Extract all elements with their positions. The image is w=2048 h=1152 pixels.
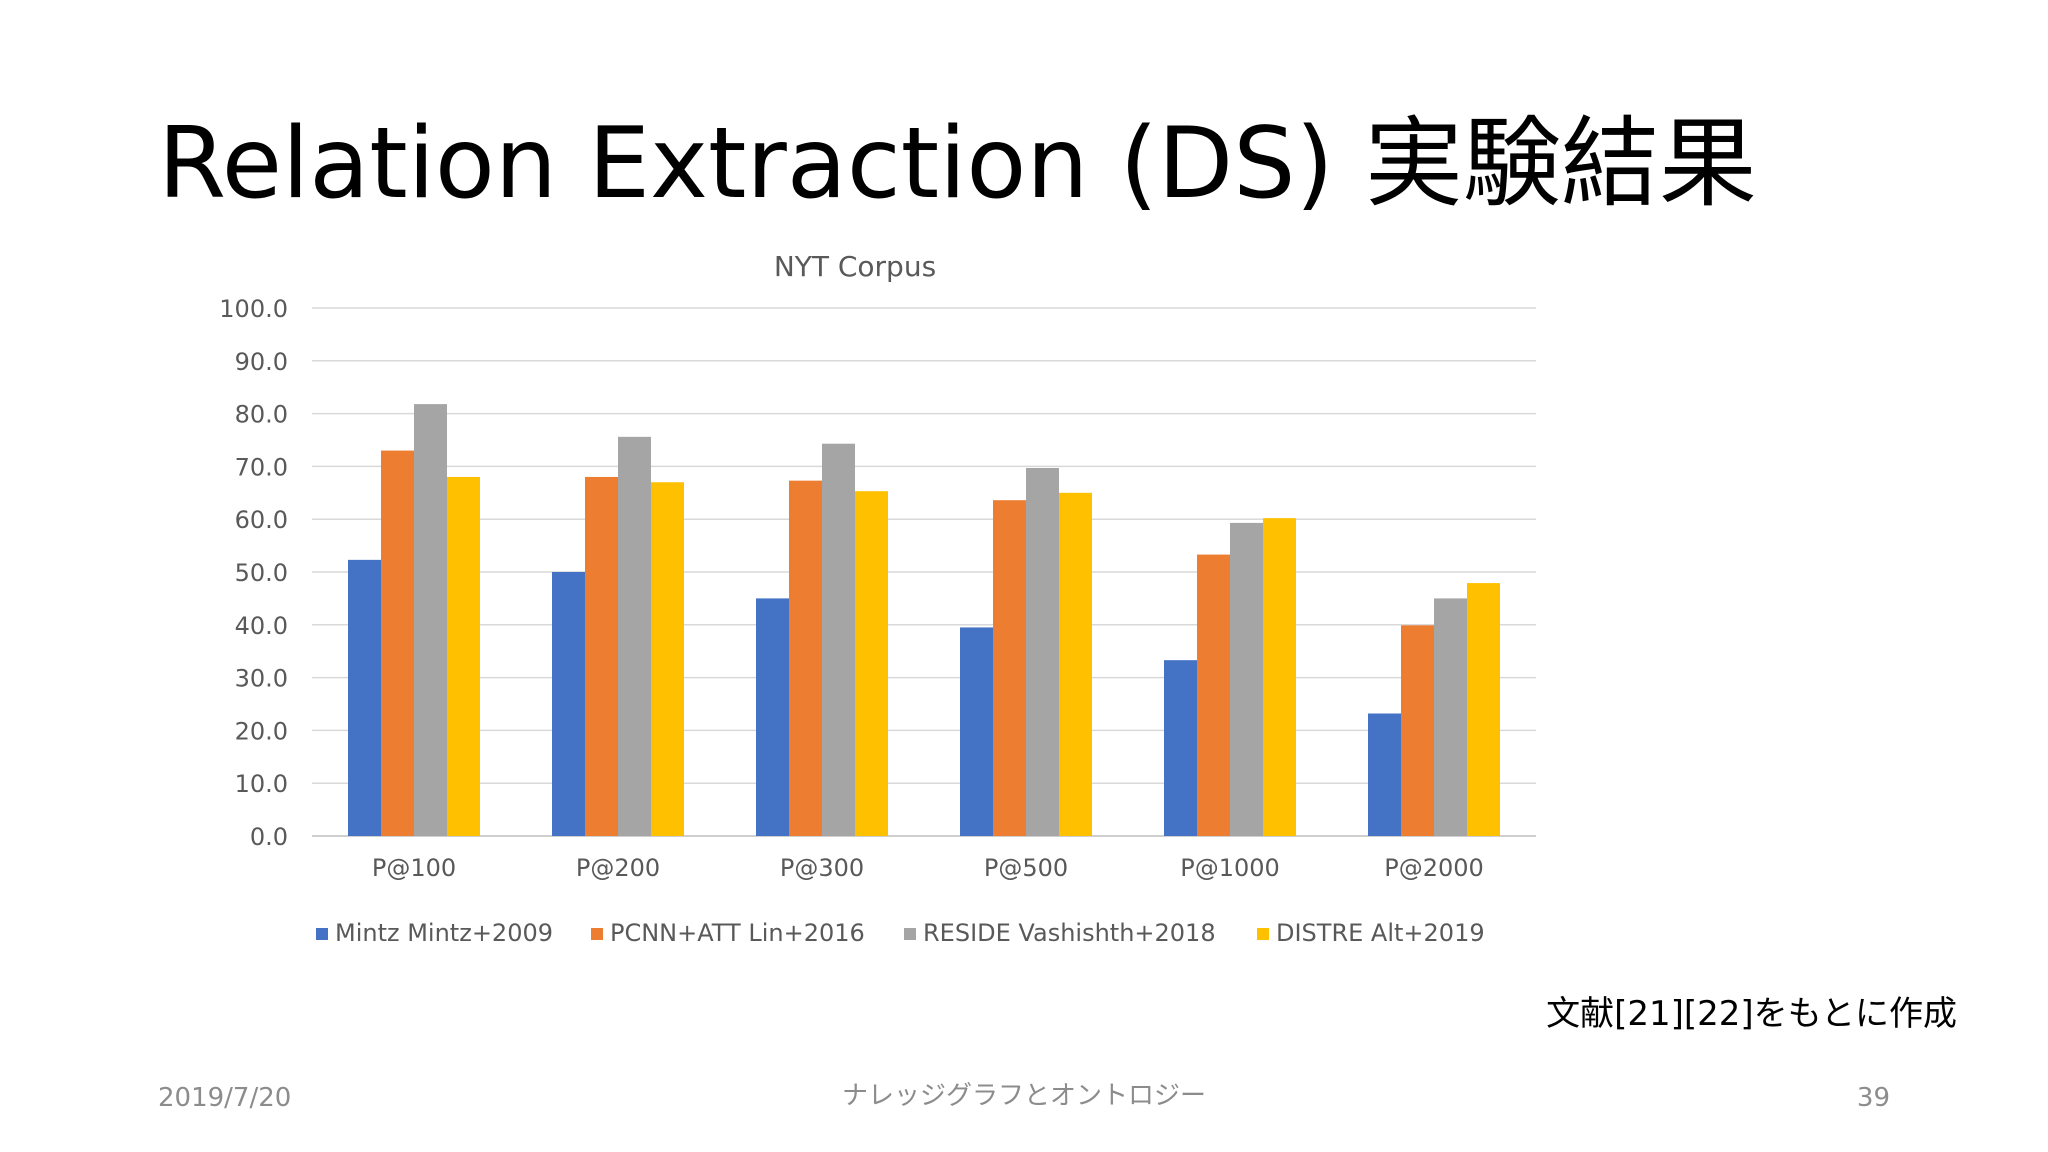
- y-tick-label: 100.0: [219, 295, 288, 323]
- bar: [414, 404, 447, 836]
- legend-label: DISTRE Alt+2019: [1276, 919, 1485, 947]
- bar: [1434, 598, 1467, 836]
- x-axis-ticks: P@100 P@200 P@300 P@500 P@1000 P@2000: [372, 854, 1484, 882]
- x-tick-label: P@500: [984, 854, 1068, 882]
- bar: [993, 500, 1026, 836]
- x-tick-label: P@100: [372, 854, 456, 882]
- footer-presentation-title: ナレッジグラフとオントロジー: [841, 1081, 1207, 1111]
- y-tick-label: 90.0: [235, 348, 288, 376]
- x-tick-label: P@1000: [1180, 854, 1280, 882]
- slide-title: Relation Extraction (DS) 実験結果: [158, 107, 1757, 221]
- bar: [960, 627, 993, 836]
- bar: [855, 491, 888, 836]
- legend-swatch: [904, 928, 916, 940]
- legend-label: RESIDE Vashishth+2018: [923, 919, 1216, 947]
- x-tick-label: P@2000: [1384, 854, 1484, 882]
- x-tick-label: P@200: [576, 854, 660, 882]
- gridlines: [312, 307, 1536, 837]
- bar: [1467, 583, 1500, 836]
- bar: [1059, 492, 1092, 836]
- y-tick-label: 50.0: [235, 559, 288, 587]
- legend-swatch: [1257, 928, 1269, 940]
- bar: [348, 559, 381, 836]
- y-tick-label: 60.0: [235, 506, 288, 534]
- legend-label: PCNN+ATT Lin+2016: [610, 919, 865, 947]
- page-number: 39: [1856, 1083, 1890, 1113]
- y-tick-label: 0.0: [250, 823, 288, 851]
- bar: [1401, 625, 1434, 836]
- bar: [1230, 522, 1263, 836]
- x-tick-label: P@300: [780, 854, 864, 882]
- bar: [789, 480, 822, 836]
- bar: [756, 598, 789, 836]
- legend-label: Mintz Mintz+2009: [335, 919, 553, 947]
- bar: [651, 482, 684, 836]
- legend: Mintz Mintz+2009 PCNN+ATT Lin+2016 RESIDE …: [316, 919, 1485, 947]
- bars: [348, 404, 1500, 836]
- source-note: 文献[21][22]をもとに作成: [1546, 994, 1957, 1034]
- bar: [1026, 467, 1059, 836]
- legend-swatch: [316, 928, 328, 940]
- y-tick-label: 10.0: [235, 770, 288, 798]
- bar: [1164, 660, 1197, 836]
- bar: [1263, 518, 1296, 836]
- y-axis-ticks: 0.0 10.0 20.0 30.0 40.0 50.0 60.0 70.0 80.0 90.0 1…: [219, 295, 288, 851]
- y-tick-label: 70.0: [235, 453, 288, 481]
- y-tick-label: 80.0: [235, 401, 288, 429]
- chart-title: NYT Corpus: [774, 250, 936, 283]
- bar: [447, 476, 480, 836]
- y-tick-label: 20.0: [235, 717, 288, 745]
- legend-swatch: [591, 928, 603, 940]
- footer-date: 2019/7/20: [158, 1083, 292, 1113]
- bar: [585, 476, 618, 836]
- bar: [1197, 554, 1230, 836]
- y-tick-label: 30.0: [235, 665, 288, 693]
- bar: [822, 443, 855, 836]
- bar: [552, 572, 585, 836]
- y-tick-label: 40.0: [235, 612, 288, 640]
- bar: [1368, 713, 1401, 836]
- bar: [381, 450, 414, 836]
- bar: [618, 436, 651, 836]
